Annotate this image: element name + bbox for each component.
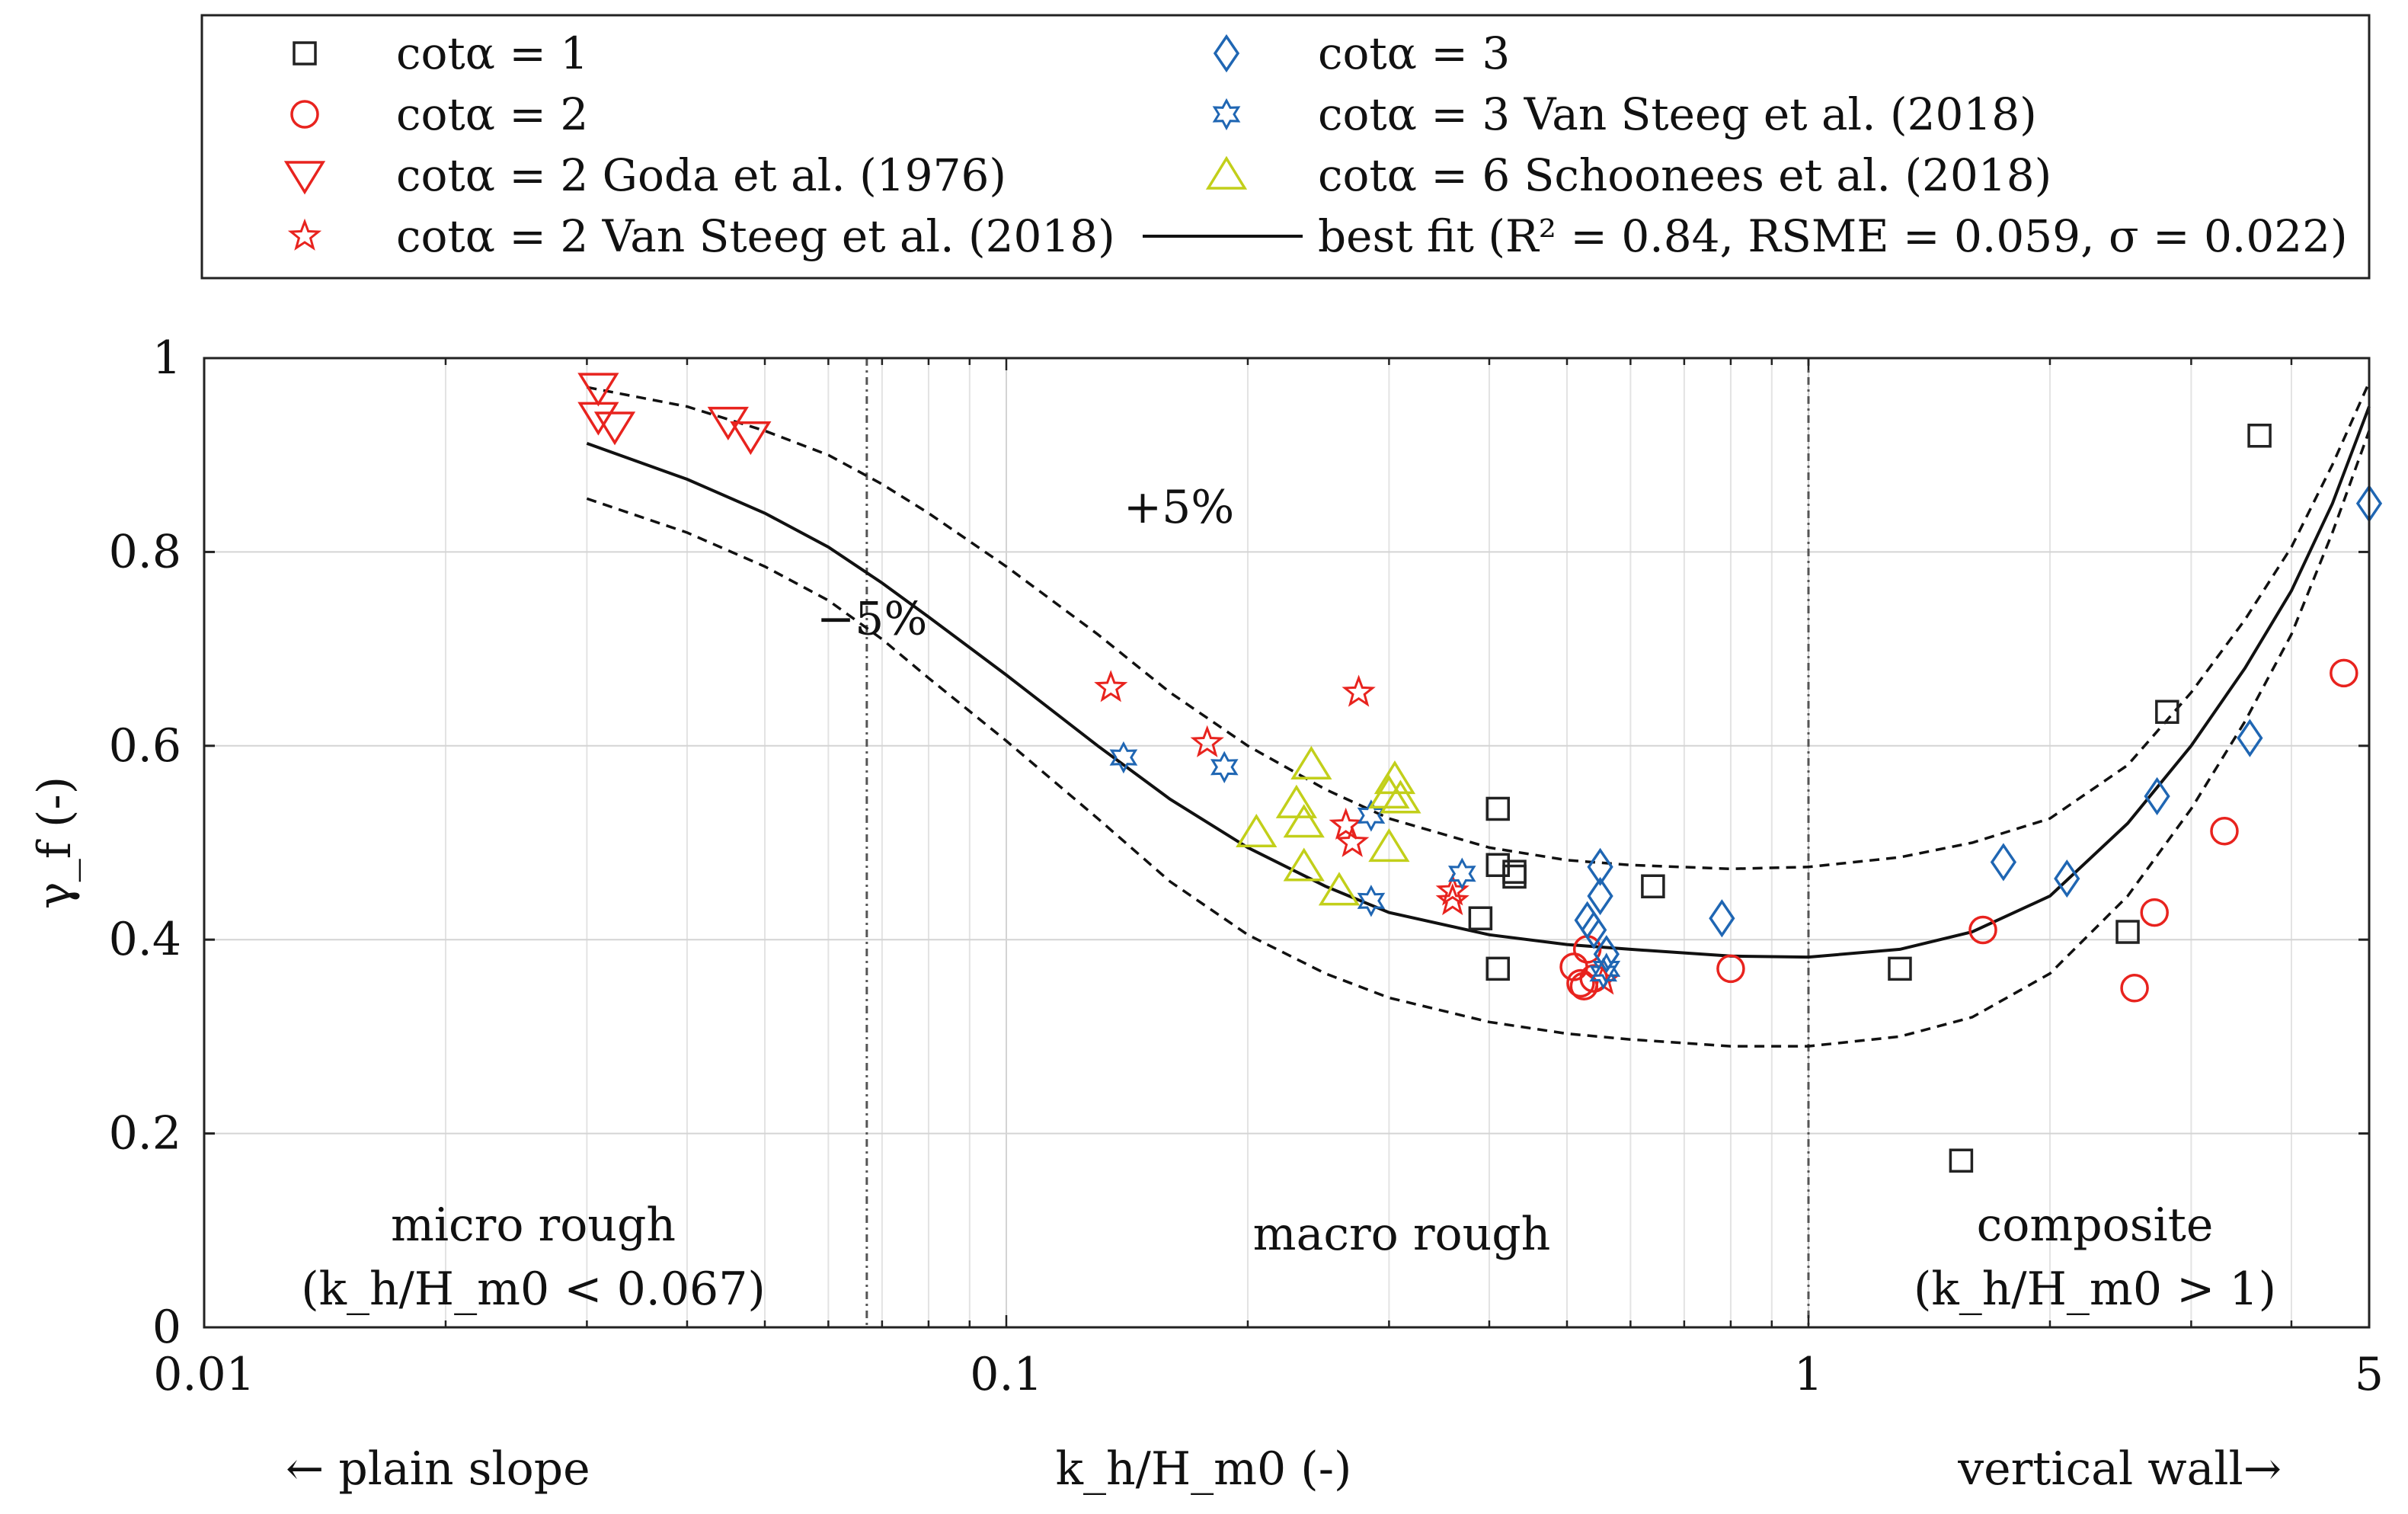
data-point-schoonees bbox=[1368, 828, 1410, 863]
confidence-band-line bbox=[587, 382, 2371, 871]
legend-label: cotα = 2 bbox=[396, 88, 588, 140]
x-axis-label: k_h/H_m0 (-) bbox=[1056, 1442, 1352, 1496]
y-tick-label: 1 bbox=[152, 331, 181, 385]
data-point-vansteeg-cot3 bbox=[1210, 751, 1239, 783]
x-tick-label: 0.1 bbox=[970, 1348, 1042, 1401]
data-point-cot1 bbox=[2155, 699, 2179, 725]
data-point-cot3 bbox=[1593, 935, 1620, 974]
data-point-schoonees bbox=[1290, 745, 1332, 779]
best-fit-line bbox=[586, 405, 2371, 959]
data-point-cot2 bbox=[1968, 915, 1997, 945]
y-tick-label: 0.2 bbox=[109, 1107, 181, 1160]
plain-slope-label: ← plain slope bbox=[286, 1442, 590, 1496]
data-point-goda bbox=[577, 373, 619, 407]
axes: 0 0.2 0.4 0.6 0.8 1 0.01 0.1 1 5 γ_f (-) ← plain sl… bbox=[28, 331, 2384, 1496]
region-condition: (k_h/H_m0 < 0.067) bbox=[301, 1263, 766, 1316]
data-point-schoonees bbox=[1283, 804, 1325, 838]
region-label: micro rough bbox=[391, 1199, 676, 1252]
data-point-cot3 bbox=[2237, 719, 2263, 757]
confidence-band-line bbox=[586, 430, 2371, 1048]
data-point-cot3 bbox=[1709, 899, 1735, 938]
fit-curves bbox=[586, 382, 2371, 1048]
data-point-schoonees bbox=[1318, 872, 1361, 906]
legend-label: cotα = 3 bbox=[1318, 27, 1510, 79]
legend: cotα = 1 cotα = 2 cotα = 2 Goda et al. (19… bbox=[200, 14, 2371, 280]
legend-marker bbox=[1212, 98, 1241, 131]
x-tick-label: 0.01 bbox=[153, 1348, 255, 1401]
data-point-schoonees bbox=[1236, 813, 1278, 848]
plot-frame bbox=[203, 357, 2371, 1329]
legend-box bbox=[200, 14, 2371, 280]
data-point-cot1 bbox=[1641, 874, 1665, 898]
data-point-cot2 bbox=[2140, 898, 2169, 927]
region-label: macro rough bbox=[1253, 1208, 1551, 1261]
legend-label: cotα = 2 Goda et al. (1976) bbox=[396, 149, 1006, 201]
legend-marker bbox=[290, 100, 319, 129]
legend-marker bbox=[1213, 34, 1240, 73]
data-point-cot1 bbox=[1888, 956, 1912, 981]
data-point-goda bbox=[577, 402, 619, 436]
legend-label: cotα = 6 Schoonees et al. (2018) bbox=[1318, 149, 2051, 201]
legend-label: cotα = 3 Van Steeg et al. (2018) bbox=[1318, 88, 2037, 140]
legend-marker bbox=[1205, 155, 1248, 190]
data-point-cot1 bbox=[2115, 920, 2140, 944]
data-point-cot3 bbox=[1581, 911, 1607, 949]
legend-marker bbox=[283, 161, 326, 195]
data-point-vansteeg-cot2 bbox=[1329, 807, 1363, 840]
data-point-goda bbox=[593, 411, 636, 446]
data-point-cot3 bbox=[2054, 859, 2080, 898]
data-point-cot2 bbox=[1716, 954, 1745, 984]
legend-label: cotα = 2 Van Steeg et al. (2018) bbox=[396, 210, 1115, 262]
data-point-cot2 bbox=[2210, 816, 2239, 846]
data-point-vansteeg-cot2 bbox=[1190, 725, 1224, 757]
data-point-cot1 bbox=[1502, 859, 1527, 884]
x-tick-label: 5 bbox=[2355, 1348, 2384, 1401]
data-point-cot1 bbox=[1485, 796, 1511, 821]
data-point-cot1 bbox=[1485, 956, 1511, 981]
data-point-vansteeg-cot3 bbox=[1592, 952, 1621, 985]
data-point-cot1 bbox=[2247, 424, 2272, 448]
legend-marker bbox=[293, 41, 317, 66]
data-point-vansteeg-cot3 bbox=[1447, 857, 1476, 890]
legend-label: cotα = 1 bbox=[396, 27, 588, 79]
vertical-wall-label: vertical wall→ bbox=[1957, 1442, 2282, 1496]
data-point-cot2 bbox=[1566, 968, 1595, 998]
y-tick-label: 0.6 bbox=[109, 719, 181, 773]
data-point-vansteeg-cot2 bbox=[1342, 674, 1376, 707]
region-condition: (k_h/H_m0 > 1) bbox=[1914, 1263, 2276, 1316]
data-point-vansteeg-cot2 bbox=[1435, 883, 1469, 916]
data-point-vansteeg-cot2 bbox=[1094, 670, 1128, 703]
y-axis-label: γ_f (-) bbox=[28, 776, 82, 909]
data-point-cot3 bbox=[1587, 847, 1613, 886]
y-tick-label: 0.8 bbox=[109, 525, 181, 578]
data-point-cot2 bbox=[2330, 658, 2358, 688]
data-point-vansteeg-cot3 bbox=[1109, 741, 1138, 774]
region-label: composite bbox=[1977, 1199, 2214, 1252]
data-point-cot2 bbox=[1579, 964, 1608, 993]
x-tick-label: 1 bbox=[1794, 1348, 1823, 1401]
band-annotation: −5% bbox=[817, 593, 927, 646]
annotations: micro rough (k_h/H_m0 < 0.067) macro rough… bbox=[301, 481, 2276, 1316]
data-point-vansteeg-cot3 bbox=[1357, 885, 1386, 917]
legend-marker bbox=[287, 218, 322, 251]
y-tick-label: 0 bbox=[152, 1301, 181, 1354]
data-point-cot3 bbox=[1990, 843, 2017, 882]
data-point-cot1 bbox=[1949, 1148, 1974, 1173]
data-points bbox=[577, 373, 2383, 1173]
data-point-cot1 bbox=[1468, 906, 1493, 930]
band-annotation: +5% bbox=[1124, 481, 1234, 534]
data-point-goda bbox=[730, 421, 772, 456]
data-point-schoonees bbox=[1380, 779, 1421, 814]
data-point-cot3 bbox=[1587, 876, 1613, 916]
data-point-cot2 bbox=[2120, 974, 2149, 1003]
legend-label: best fit (R² = 0.84, RSME = 0.059, σ = 0… bbox=[1318, 210, 2348, 262]
data-point-vansteeg-cot2 bbox=[1335, 824, 1370, 857]
y-tick-label: 0.4 bbox=[109, 913, 181, 966]
data-point-schoonees bbox=[1283, 847, 1325, 882]
data-point-cot3 bbox=[2144, 776, 2170, 816]
